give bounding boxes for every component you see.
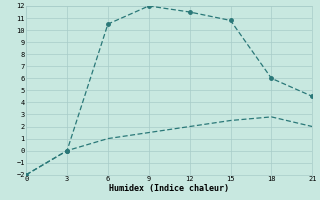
X-axis label: Humidex (Indice chaleur): Humidex (Indice chaleur) — [109, 184, 229, 193]
